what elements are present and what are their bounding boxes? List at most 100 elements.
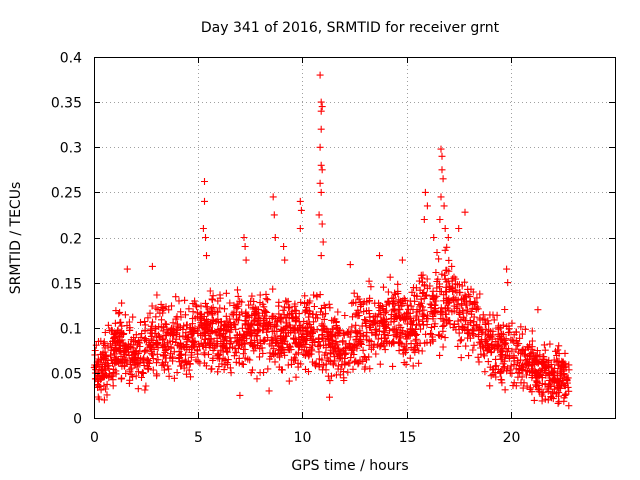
data-point <box>489 311 497 319</box>
y-tick-label: 0.15 <box>51 277 82 293</box>
data-point <box>197 319 205 327</box>
data-points <box>90 71 573 410</box>
data-point <box>360 308 368 315</box>
data-point <box>441 246 449 254</box>
data-point <box>249 366 256 374</box>
data-point <box>457 336 465 344</box>
data-point <box>294 349 302 357</box>
data-point <box>230 311 237 319</box>
data-point <box>330 348 338 356</box>
data-point <box>440 202 448 210</box>
y-tick-label: 0.3 <box>60 141 82 157</box>
data-point <box>265 387 273 395</box>
data-point <box>317 98 325 106</box>
data-point <box>450 320 458 328</box>
data-point <box>214 297 222 305</box>
data-point <box>538 380 546 388</box>
data-point <box>216 291 224 299</box>
data-point <box>352 321 360 329</box>
data-point <box>146 309 154 317</box>
data-point <box>538 392 546 400</box>
data-point <box>352 309 360 317</box>
data-point <box>455 281 463 289</box>
data-point <box>246 356 254 364</box>
data-point <box>209 347 217 354</box>
data-point <box>308 327 316 335</box>
data-point <box>192 301 200 309</box>
data-point <box>396 305 404 313</box>
data-point <box>97 337 105 345</box>
data-point <box>215 351 223 359</box>
data-point <box>415 359 423 367</box>
data-point <box>245 301 253 309</box>
data-point <box>444 234 452 241</box>
data-point <box>485 320 493 328</box>
data-point <box>386 273 394 281</box>
data-point <box>532 352 540 360</box>
data-point <box>517 379 525 387</box>
data-point <box>534 359 542 367</box>
data-point <box>170 374 178 382</box>
data-point <box>241 346 249 353</box>
data-point <box>363 328 371 336</box>
data-point <box>141 318 149 326</box>
data-point <box>239 361 247 368</box>
data-point <box>380 309 388 316</box>
data-point <box>317 188 325 196</box>
data-point <box>498 355 506 363</box>
data-point <box>317 125 325 133</box>
data-point <box>541 346 549 354</box>
data-point <box>395 309 403 317</box>
data-point <box>189 320 196 328</box>
data-point <box>348 323 356 331</box>
data-point <box>95 357 103 365</box>
data-point <box>179 325 187 333</box>
data-point <box>248 329 256 337</box>
data-point <box>291 300 299 308</box>
data-point <box>490 316 498 324</box>
data-point <box>181 296 189 304</box>
data-point <box>172 338 180 346</box>
data-point <box>117 375 125 383</box>
data-point <box>292 318 300 326</box>
data-point <box>463 309 471 317</box>
data-point <box>325 300 333 308</box>
data-point <box>473 294 481 302</box>
data-point <box>109 376 117 384</box>
data-point <box>159 359 166 367</box>
data-point <box>456 308 464 316</box>
data-point <box>262 295 270 303</box>
data-point <box>311 360 319 368</box>
data-point <box>301 292 309 300</box>
data-point <box>487 349 495 357</box>
data-point <box>264 334 272 342</box>
data-point <box>401 296 409 304</box>
data-point <box>348 299 356 307</box>
data-point <box>524 343 531 351</box>
data-point <box>548 369 556 377</box>
data-point <box>153 372 161 380</box>
data-point <box>160 323 168 331</box>
data-point <box>413 306 421 313</box>
data-point <box>226 334 234 342</box>
data-point <box>429 287 437 295</box>
data-point <box>521 325 529 333</box>
data-point <box>376 322 384 330</box>
data-point <box>403 301 411 309</box>
data-point <box>129 313 137 321</box>
data-point <box>118 358 126 366</box>
data-point <box>302 336 310 344</box>
data-point <box>263 308 271 316</box>
data-point <box>366 297 373 305</box>
data-point <box>481 315 489 323</box>
data-point <box>292 373 300 381</box>
data-point <box>465 352 473 360</box>
data-point <box>160 366 168 374</box>
data-point <box>482 338 490 345</box>
data-point <box>161 348 169 356</box>
data-point <box>442 310 450 318</box>
y-tick-labels: 0 0.05 0.1 0.15 0.2 0.25 0.3 0.35 0.4 <box>51 51 82 428</box>
data-point <box>403 309 411 317</box>
data-point <box>421 188 429 196</box>
data-point <box>269 285 277 293</box>
